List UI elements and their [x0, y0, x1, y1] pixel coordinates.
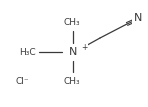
Text: N: N	[69, 47, 77, 57]
Text: H₃C: H₃C	[19, 48, 36, 56]
Text: +: +	[81, 42, 87, 51]
Text: CH₃: CH₃	[64, 77, 80, 86]
Text: Cl⁻: Cl⁻	[15, 77, 29, 86]
Text: CH₃: CH₃	[64, 18, 80, 27]
Text: N: N	[134, 13, 142, 23]
